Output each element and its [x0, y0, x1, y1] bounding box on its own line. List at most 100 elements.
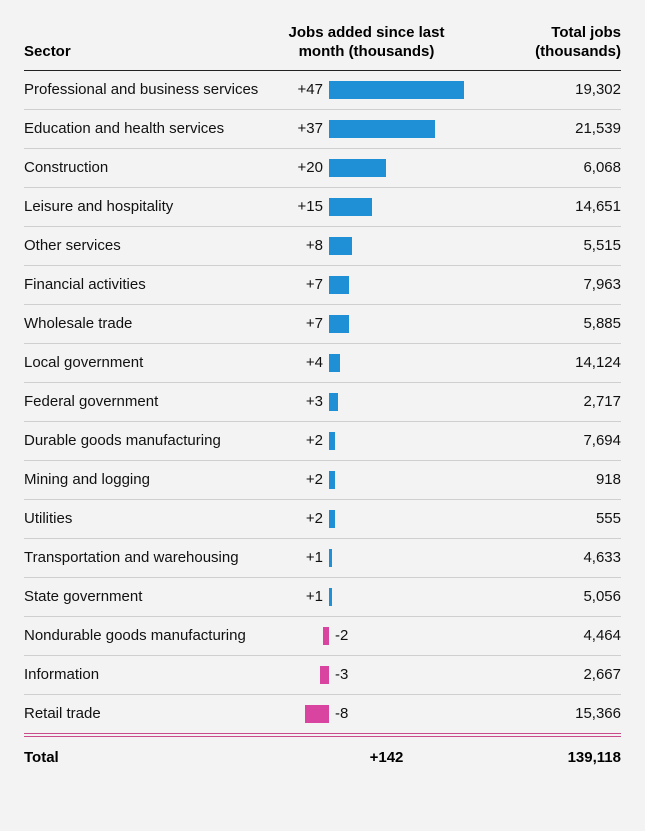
positive-bar [329, 237, 352, 255]
change-value: +2 [264, 510, 329, 527]
change-value: -8 [329, 705, 469, 722]
bar-cell [329, 432, 469, 450]
change-value: +3 [264, 393, 329, 410]
bar-cell [329, 510, 469, 528]
bar-cell [329, 237, 469, 255]
negative-change-cell: -3 [264, 666, 469, 684]
negative-bar [305, 705, 329, 723]
sector-name: Mining and logging [24, 471, 264, 488]
sector-name: Local government [24, 354, 264, 371]
table-row: Transportation and warehousing+1 4,633 [24, 539, 621, 578]
positive-bar [329, 588, 332, 606]
bar-cell [329, 315, 469, 333]
table-row: Wholesale trade+75,885 [24, 305, 621, 344]
total-jobs-value: 7,694 [469, 432, 621, 449]
negative-change-cell: -8 [264, 705, 469, 723]
bar-cell [329, 588, 469, 606]
bar-cell [329, 471, 469, 489]
change-value: +1 [264, 549, 329, 566]
total-jobs-value: 19,302 [469, 81, 621, 98]
positive-bar [329, 393, 338, 411]
table-row: Retail trade -815,366 [24, 695, 621, 734]
header-sector: Sector [24, 43, 264, 62]
bar-cell [329, 549, 469, 567]
bar-cell [264, 627, 329, 645]
total-jobs-value: 6,068 [469, 159, 621, 176]
negative-change-cell: -2 [264, 627, 469, 645]
change-value: -2 [329, 627, 469, 644]
table-row: Financial activities+77,963 [24, 266, 621, 305]
table-row: Information -32,667 [24, 656, 621, 695]
change-value: +7 [264, 315, 329, 332]
total-jobs-value: 4,464 [469, 627, 621, 644]
positive-bar [329, 471, 335, 489]
sector-name: Information [24, 666, 264, 683]
bar-cell [329, 354, 469, 372]
jobs-table: Sector Jobs added since last month (thou… [0, 0, 645, 786]
header-total: Total jobs (thousands) [469, 24, 621, 62]
total-jobs-value: 918 [469, 471, 621, 488]
sector-name: Retail trade [24, 705, 264, 722]
total-jobs-value: 5,056 [469, 588, 621, 605]
table-body: Professional and business services+47 19,… [24, 71, 621, 734]
header-change: Jobs added since last month (thousands) [264, 24, 469, 62]
table-row: Federal government+3 2,717 [24, 383, 621, 422]
table-row: Education and health services+3721,539 [24, 110, 621, 149]
sector-name: State government [24, 588, 264, 605]
positive-bar [329, 198, 372, 216]
change-value: +37 [264, 120, 329, 137]
positive-bar [329, 120, 435, 138]
change-value: +7 [264, 276, 329, 293]
sector-name: Federal government [24, 393, 264, 410]
change-value: +15 [264, 198, 329, 215]
table-row: Mining and logging+2918 [24, 461, 621, 500]
bar-cell [329, 81, 469, 99]
change-value: +2 [264, 432, 329, 449]
sector-name: Financial activities [24, 276, 264, 293]
change-value: -3 [329, 666, 469, 683]
positive-bar [329, 549, 332, 567]
positive-bar [329, 432, 335, 450]
positive-bar [329, 81, 464, 99]
table-row: Construction+206,068 [24, 149, 621, 188]
table-row: State government+1 5,056 [24, 578, 621, 617]
total-jobs-value: 555 [469, 510, 621, 527]
change-value: +1 [264, 588, 329, 605]
change-value: +20 [264, 159, 329, 176]
change-value: +47 [264, 81, 329, 98]
negative-bar [320, 666, 329, 684]
table-row: Local government+4 14,124 [24, 344, 621, 383]
positive-bar [329, 354, 340, 372]
table-row: Leisure and hospitality+15 14,651 [24, 188, 621, 227]
sector-name: Transportation and warehousing [24, 549, 264, 566]
total-jobs-value: 2,667 [469, 666, 621, 683]
bar-cell [329, 276, 469, 294]
table-row: Durable goods manufacturing+2 7,694 [24, 422, 621, 461]
sector-name: Durable goods manufacturing [24, 432, 264, 449]
bar-cell [264, 705, 329, 723]
positive-bar [329, 159, 386, 177]
sector-name: Nondurable goods manufacturing [24, 627, 264, 644]
sector-name: Wholesale trade [24, 315, 264, 332]
bar-cell [329, 120, 469, 138]
table-row: Utilities+2555 [24, 500, 621, 539]
change-value: +4 [264, 354, 329, 371]
sector-name: Other services [24, 237, 264, 254]
bar-cell [264, 666, 329, 684]
table-row: Nondurable goods manufacturing -24,464 [24, 617, 621, 656]
sector-name: Professional and business services [24, 81, 264, 98]
total-jobs-value: 4,633 [469, 549, 621, 566]
bar-cell [329, 198, 469, 216]
total-jobs-value: 15,366 [469, 705, 621, 722]
total-jobs-value: 2,717 [469, 393, 621, 410]
sector-name: Leisure and hospitality [24, 198, 264, 215]
total-jobs-value: 14,124 [469, 354, 621, 371]
table-header: Sector Jobs added since last month (thou… [24, 24, 621, 71]
table-row: Other services+85,515 [24, 227, 621, 266]
total-jobs-value: 14,651 [469, 198, 621, 215]
total-row: Total +142 139,118 [24, 737, 621, 766]
positive-bar [329, 276, 349, 294]
positive-bar [329, 315, 349, 333]
change-value: +8 [264, 237, 329, 254]
table-row: Professional and business services+47 19,… [24, 71, 621, 110]
